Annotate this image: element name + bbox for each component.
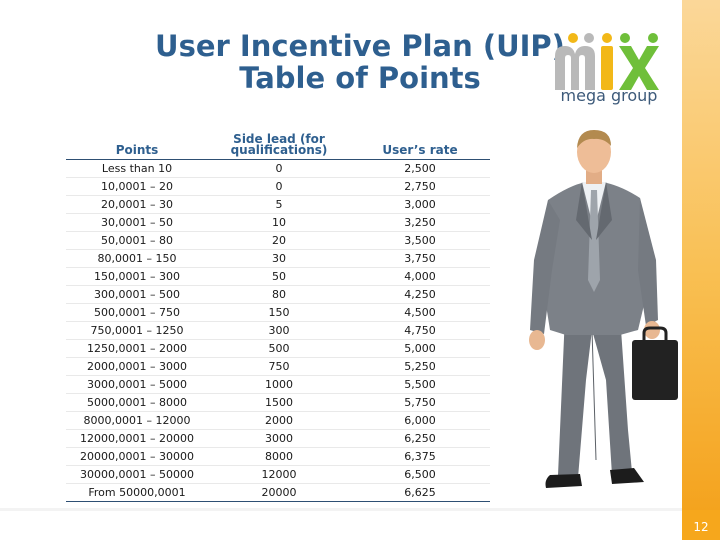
cell-side-lead: 2000	[208, 411, 350, 430]
table-row: 12000,0001 – 20000 3000 6,250	[66, 429, 490, 448]
slide-title-line-2: Table of Points	[239, 61, 481, 95]
cell-side-lead: 12000	[208, 465, 350, 484]
cell-users-rate: 4,000	[350, 267, 490, 286]
table-row: 3000,0001 – 5000 1000 5,500	[66, 375, 490, 394]
cell-users-rate: 6,625	[350, 483, 490, 502]
logo-dot	[568, 33, 578, 43]
cell-side-lead: 150	[208, 303, 350, 322]
cell-side-lead: 10	[208, 213, 350, 232]
cell-users-rate: 2,500	[350, 159, 490, 178]
logo-letter-i	[601, 33, 613, 90]
table-row: 10,0001 – 20 0 2,750	[66, 177, 490, 196]
cell-side-lead: 5	[208, 195, 350, 214]
cell-points: 8000,0001 – 12000	[66, 411, 208, 430]
column-header-points: Points	[66, 120, 208, 160]
cell-users-rate: 4,750	[350, 321, 490, 340]
table-row: 750,0001 – 1250 300 4,750	[66, 321, 490, 340]
cell-side-lead: 1000	[208, 375, 350, 394]
cell-points: 10,0001 – 20	[66, 177, 208, 196]
mix-logo	[555, 33, 659, 90]
bottom-divider	[0, 508, 682, 511]
cell-points: 30,0001 – 50	[66, 213, 208, 232]
table-row: From 50000,0001 20000 6,625	[66, 483, 490, 502]
table-row: 20000,0001 – 30000 8000 6,375	[66, 447, 490, 466]
cell-points: 30000,0001 – 50000	[66, 465, 208, 484]
cell-users-rate: 5,750	[350, 393, 490, 412]
cell-users-rate: 3,500	[350, 231, 490, 250]
briefcase-icon	[632, 340, 678, 400]
cell-users-rate: 2,750	[350, 177, 490, 196]
cell-users-rate: 5,500	[350, 375, 490, 394]
cell-points: 1250,0001 – 2000	[66, 339, 208, 358]
table-row: 8000,0001 – 12000 2000 6,000	[66, 411, 490, 430]
cell-side-lead: 300	[208, 321, 350, 340]
slide-title: User Incentive Plan (UIP) Table of Point…	[80, 30, 640, 94]
table-row: 2000,0001 – 3000 750 5,250	[66, 357, 490, 376]
slide-number: 12	[693, 520, 709, 534]
cell-points: 50,0001 – 80	[66, 231, 208, 250]
logo-letter-x	[619, 33, 659, 90]
cell-side-lead: 1500	[208, 393, 350, 412]
logo-subtitle: mega group	[560, 86, 658, 105]
logo-letter-m	[555, 46, 595, 90]
table-row: 30,0001 – 50 10 3,250	[66, 213, 490, 232]
cell-points: 5000,0001 – 8000	[66, 393, 208, 412]
cell-users-rate: 4,250	[350, 285, 490, 304]
table-row: 1250,0001 – 2000 500 5,000	[66, 339, 490, 358]
column-header-side-lead: Side lead (for qualifications)	[208, 120, 350, 160]
cell-points: 300,0001 – 500	[66, 285, 208, 304]
cell-users-rate: 4,500	[350, 303, 490, 322]
cell-users-rate: 5,000	[350, 339, 490, 358]
cell-points: From 50000,0001	[66, 483, 208, 502]
cell-side-lead: 80	[208, 285, 350, 304]
points-table: Points Side lead (for qualifications) Us…	[66, 120, 490, 502]
table-row: 500,0001 – 750 150 4,500	[66, 303, 490, 322]
cell-side-lead: 20000	[208, 483, 350, 502]
cell-points: 20000,0001 – 30000	[66, 447, 208, 466]
table-row: 300,0001 – 500 80 4,250	[66, 285, 490, 304]
table-row: Less than 10 0 2,500	[66, 159, 490, 178]
cell-points: 750,0001 – 1250	[66, 321, 208, 340]
cell-users-rate: 6,375	[350, 447, 490, 466]
cell-points: 2000,0001 – 3000	[66, 357, 208, 376]
logo-dot	[584, 33, 594, 43]
table-row: 50,0001 – 80 20 3,500	[66, 231, 490, 250]
cell-side-lead: 50	[208, 267, 350, 286]
cell-side-lead: 0	[208, 159, 350, 178]
table-row: 30000,0001 – 50000 12000 6,500	[66, 465, 490, 484]
slide-title-line-1: User Incentive Plan (UIP)	[155, 29, 565, 63]
column-header-users-rate: User’s rate	[350, 120, 490, 160]
table-header-row: Points Side lead (for qualifications) Us…	[66, 120, 490, 160]
cell-users-rate: 6,250	[350, 429, 490, 448]
cell-points: 80,0001 – 150	[66, 249, 208, 268]
cell-points: 12000,0001 – 20000	[66, 429, 208, 448]
cell-points: 20,0001 – 30	[66, 195, 208, 214]
cell-side-lead: 30	[208, 249, 350, 268]
businessman-illustration	[529, 130, 678, 488]
cell-users-rate: 5,250	[350, 357, 490, 376]
cell-side-lead: 3000	[208, 429, 350, 448]
table-row: 5000,0001 – 8000 1500 5,750	[66, 393, 490, 412]
cell-users-rate: 6,500	[350, 465, 490, 484]
cell-side-lead: 8000	[208, 447, 350, 466]
cell-side-lead: 20	[208, 231, 350, 250]
table-body: Less than 10 0 2,500 10,0001 – 20 0 2,750 20,0…	[66, 159, 490, 502]
table-row: 20,0001 – 30 5 3,000	[66, 195, 490, 214]
table-row: 150,0001 – 300 50 4,000	[66, 267, 490, 286]
cell-users-rate: 3,250	[350, 213, 490, 232]
cell-points: 500,0001 – 750	[66, 303, 208, 322]
cell-users-rate: 6,000	[350, 411, 490, 430]
right-accent-gradient	[682, 0, 720, 510]
cell-side-lead: 0	[208, 177, 350, 196]
cell-side-lead: 750	[208, 357, 350, 376]
cell-users-rate: 3,750	[350, 249, 490, 268]
cell-points: 3000,0001 – 5000	[66, 375, 208, 394]
cell-points: Less than 10	[66, 159, 208, 178]
cell-points: 150,0001 – 300	[66, 267, 208, 286]
table-row: 80,0001 – 150 30 3,750	[66, 249, 490, 268]
cell-users-rate: 3,000	[350, 195, 490, 214]
cell-side-lead: 500	[208, 339, 350, 358]
